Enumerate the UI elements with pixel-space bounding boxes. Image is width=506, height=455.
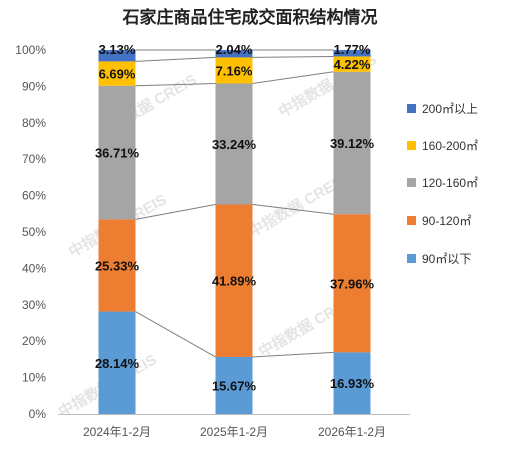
legend-swatch bbox=[407, 216, 416, 225]
y-tick-label: 0% bbox=[29, 407, 47, 421]
data-label: 39.12% bbox=[330, 136, 375, 151]
y-tick-label: 70% bbox=[22, 152, 46, 166]
data-labels: 28.14% 15.67% 16.93% 25.33% 41.89% 37.96% 36.7… bbox=[95, 42, 375, 393]
y-tick-label: 10% bbox=[22, 371, 46, 385]
series-connector-line bbox=[252, 203, 334, 215]
legend-label: 200㎡以上 bbox=[422, 102, 478, 116]
x-tick-label: 2024年1-2月 bbox=[83, 425, 151, 439]
y-tick-label: 50% bbox=[22, 225, 46, 239]
y-axis: 0% 10% 20% 30% 40% 50% 60% 70% 80% 90% 100% bbox=[15, 43, 46, 421]
bar-segment bbox=[98, 311, 136, 414]
y-tick-label: 90% bbox=[22, 79, 46, 93]
bar-segment bbox=[333, 352, 371, 414]
x-axis: 2024年1-2月 2025年1-2月 2026年1-2月 bbox=[58, 414, 410, 439]
bar-segment bbox=[333, 71, 371, 215]
y-tick-label: 100% bbox=[15, 43, 46, 57]
bar-segment bbox=[333, 50, 371, 57]
legend-swatch bbox=[407, 141, 416, 150]
series-connector-lines bbox=[135, 49, 334, 358]
x-tick-label: 2026年1-2月 bbox=[318, 425, 386, 439]
data-label: 4.22% bbox=[334, 57, 371, 72]
y-tick-label: 60% bbox=[22, 189, 46, 203]
y-tick-label: 80% bbox=[22, 116, 46, 130]
bar-segment bbox=[333, 56, 371, 72]
bar-segment bbox=[98, 61, 136, 86]
y-tick-label: 40% bbox=[22, 261, 46, 275]
data-label: 7.16% bbox=[216, 63, 253, 78]
series-connector-line bbox=[135, 311, 216, 358]
bar-segment bbox=[98, 50, 136, 62]
series-connector-line bbox=[252, 71, 334, 84]
legend: 200㎡以上 160-200㎡ 120-160㎡ 90-120㎡ 90㎡以下 bbox=[407, 102, 478, 266]
data-label: 3.13% bbox=[99, 42, 136, 57]
data-label: 25.33% bbox=[95, 258, 140, 273]
legend-label: 160-200㎡ bbox=[422, 139, 478, 153]
legend-swatch bbox=[407, 104, 416, 113]
data-label: 1.77% bbox=[334, 42, 371, 57]
bar-segment bbox=[98, 219, 136, 312]
data-label: 15.67% bbox=[212, 378, 257, 393]
bar-segment bbox=[215, 204, 253, 357]
series-connector-line bbox=[135, 82, 216, 87]
data-label: 6.69% bbox=[99, 67, 136, 82]
legend-label: 90-120㎡ bbox=[422, 214, 471, 228]
bars bbox=[98, 50, 371, 414]
data-label: 2.04% bbox=[216, 42, 253, 57]
bar-segment bbox=[215, 83, 253, 205]
x-tick-label: 2025年1-2月 bbox=[200, 425, 268, 439]
data-label: 41.89% bbox=[212, 274, 257, 289]
legend-swatch bbox=[407, 254, 416, 263]
y-tick-label: 30% bbox=[22, 298, 46, 312]
bar-segment bbox=[215, 50, 253, 58]
y-tick-label: 20% bbox=[22, 334, 46, 348]
data-label: 36.71% bbox=[95, 146, 140, 161]
data-label: 33.24% bbox=[212, 137, 257, 152]
legend-label: 120-160㎡ bbox=[422, 176, 478, 190]
series-connector-line bbox=[135, 56, 216, 62]
chart-title: 石家庄商品住宅成交面积结构情况 bbox=[122, 7, 378, 27]
data-label: 37.96% bbox=[330, 276, 375, 291]
legend-label: 90㎡以下 bbox=[422, 252, 471, 266]
data-label: 16.93% bbox=[330, 376, 375, 391]
data-label: 28.14% bbox=[95, 356, 140, 371]
bar-segment bbox=[333, 214, 371, 353]
bar-segment bbox=[215, 356, 253, 414]
bar-segment bbox=[98, 85, 136, 220]
series-connector-line bbox=[252, 351, 334, 358]
bar-segment bbox=[215, 57, 253, 84]
legend-swatch bbox=[407, 178, 416, 187]
series-connector-line bbox=[135, 203, 216, 220]
series-connector-line bbox=[252, 55, 334, 58]
